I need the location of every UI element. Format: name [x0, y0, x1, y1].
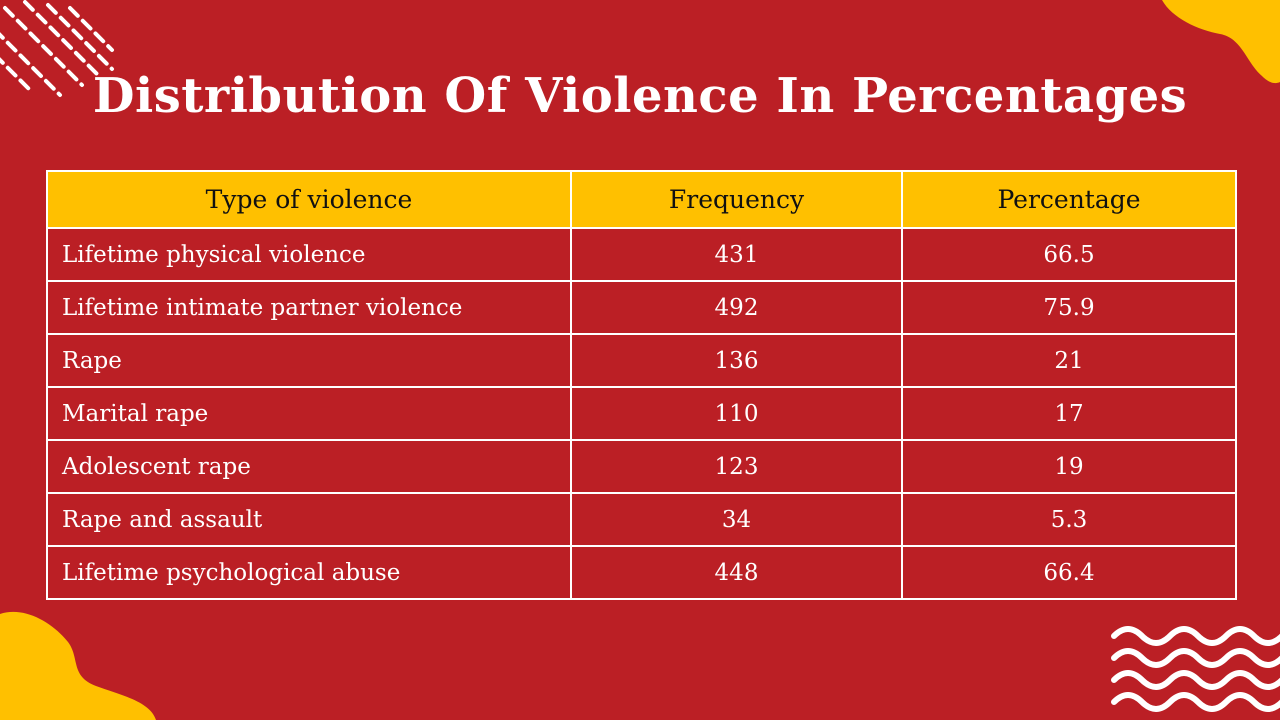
percentage-cell: 17	[901, 386, 1237, 441]
table-row: Lifetime psychological abuse 448 66.4	[46, 545, 1237, 600]
percentage-cell: 19	[901, 439, 1237, 494]
violence-distribution-table: Type of violence Frequency Percentage Li…	[46, 170, 1237, 600]
table-row: Marital rape 110 17	[46, 386, 1237, 441]
percentage-cell: 66.5	[901, 227, 1237, 282]
slide-title: Distribution Of Violence In Percentages	[92, 68, 1188, 124]
type-cell: Rape	[46, 333, 572, 388]
wavy-lines-decoration	[1111, 626, 1280, 712]
table-row: Lifetime intimate partner violence 492 7…	[46, 280, 1237, 335]
header-type-of-violence: Type of violence	[46, 170, 572, 229]
table-row: Adolescent rape 123 19	[46, 439, 1237, 494]
type-cell: Adolescent rape	[46, 439, 572, 494]
table-row: Rape and assault 34 5.3	[46, 492, 1237, 547]
percentage-cell: 75.9	[901, 280, 1237, 335]
diagonal-stripes-decoration	[0, 0, 114, 97]
header-frequency: Frequency	[570, 170, 903, 229]
frequency-cell: 448	[570, 545, 903, 600]
frequency-cell: 136	[570, 333, 903, 388]
header-percentage: Percentage	[901, 170, 1237, 229]
frequency-cell: 34	[570, 492, 903, 547]
yellow-blob-top-right-decoration	[1162, 0, 1280, 84]
table-header-row: Type of violence Frequency Percentage	[46, 170, 1237, 229]
type-cell: Lifetime psychological abuse	[46, 545, 572, 600]
type-cell: Lifetime physical violence	[46, 227, 572, 282]
table-row: Rape 136 21	[46, 333, 1237, 388]
percentage-cell: 66.4	[901, 545, 1237, 600]
frequency-cell: 110	[570, 386, 903, 441]
frequency-cell: 431	[570, 227, 903, 282]
percentage-cell: 5.3	[901, 492, 1237, 547]
yellow-blob-bottom-left-decoration	[0, 611, 156, 720]
frequency-cell: 492	[570, 280, 903, 335]
percentage-cell: 21	[901, 333, 1237, 388]
frequency-cell: 123	[570, 439, 903, 494]
table-row: Lifetime physical violence 431 66.5	[46, 227, 1237, 282]
type-cell: Marital rape	[46, 386, 572, 441]
type-cell: Rape and assault	[46, 492, 572, 547]
type-cell: Lifetime intimate partner violence	[46, 280, 572, 335]
